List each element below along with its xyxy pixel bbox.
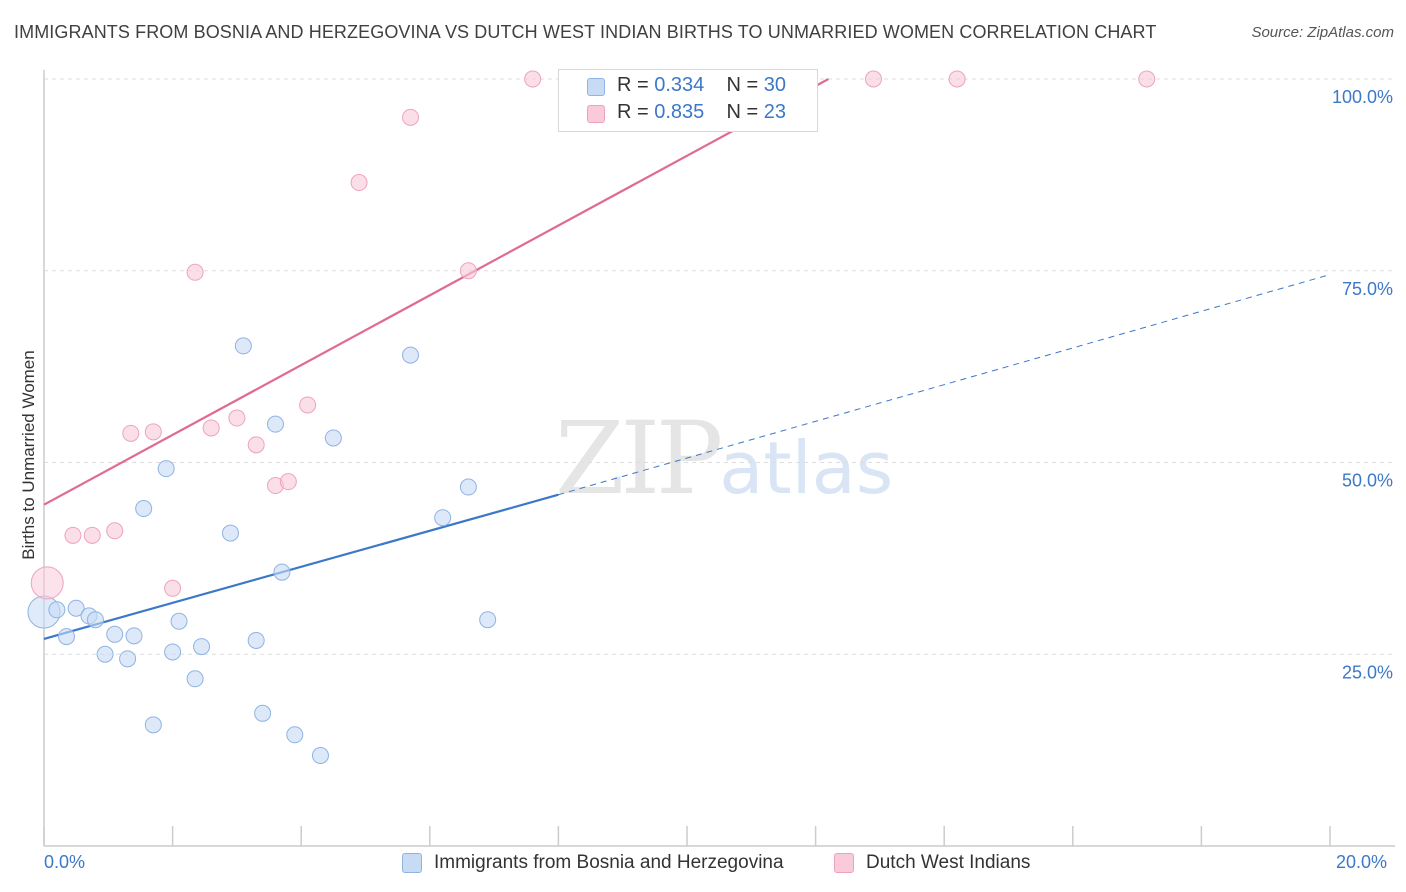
- r-value-dutch: 0.835: [654, 101, 705, 123]
- pink-point: [64, 526, 82, 544]
- r-label: R =: [617, 74, 649, 96]
- blue-point: [125, 627, 143, 645]
- blue-point: [86, 611, 104, 629]
- pink-point: [106, 522, 124, 540]
- blue-point: [273, 563, 291, 581]
- blue-trend-line: [43, 493, 559, 640]
- pink-point: [459, 262, 477, 280]
- pink-point: [1138, 70, 1156, 88]
- pink-point: [83, 526, 101, 544]
- pink-point: [864, 70, 882, 88]
- bottom-legend-swatch-blue: [402, 853, 422, 873]
- watermark-atlas: atlas: [719, 426, 894, 510]
- pink-point: [299, 396, 317, 414]
- correlation-legend: R = 0.334 N = 30 R = 0.835 N = 23: [558, 69, 818, 132]
- blue-point: [254, 704, 272, 722]
- r-label: R =: [617, 101, 649, 123]
- pink-point: [164, 579, 182, 597]
- blue-point: [48, 601, 66, 619]
- blue-point: [221, 524, 239, 542]
- source-credit: Source: ZipAtlas.com: [1251, 24, 1394, 41]
- grid-lines: [44, 78, 1395, 655]
- blue-point: [164, 643, 182, 661]
- blue-point: [434, 509, 452, 527]
- y-tick-labels: 25.0% 50.0% 75.0% 100.0%: [1332, 87, 1393, 682]
- pink-point: [948, 70, 966, 88]
- n-label: N =: [726, 74, 759, 96]
- pink-point: [350, 174, 368, 192]
- pink-trend-line: [43, 78, 829, 506]
- blue-point: [144, 716, 162, 734]
- n-label: N =: [726, 101, 759, 123]
- bottom-legend-label-dutch: Dutch West Indians: [866, 852, 1031, 873]
- pink-point: [402, 108, 420, 126]
- pink-point: [186, 263, 204, 281]
- blue-point: [402, 346, 420, 364]
- pink-point: [30, 566, 64, 600]
- n-value-bosnia: 30: [763, 74, 787, 96]
- pink-point: [228, 409, 246, 427]
- blue-trend-extension: [558, 274, 1331, 496]
- blue-point: [234, 337, 252, 355]
- blue-point: [324, 429, 342, 447]
- y-tick-label: 25.0%: [1342, 662, 1393, 682]
- y-tick-label: 50.0%: [1342, 471, 1393, 491]
- legend-swatch-blue: [587, 78, 605, 96]
- n-value-dutch: 23: [763, 101, 787, 123]
- x-max-label: 20.0%: [1336, 852, 1388, 872]
- blue-point: [459, 478, 477, 496]
- data-points: [27, 70, 1156, 764]
- blue-point: [247, 631, 265, 649]
- blue-point: [58, 628, 76, 646]
- blue-point: [119, 650, 137, 668]
- watermark-zip: ZIP: [555, 400, 723, 517]
- watermark: ZIPatlas: [555, 400, 893, 517]
- legend-swatch-pink: [587, 105, 605, 123]
- blue-point: [96, 645, 114, 663]
- r-value-bosnia: 0.334: [654, 74, 705, 96]
- x-min-label: 0.0%: [44, 852, 86, 872]
- trend-lines: [43, 78, 1331, 640]
- pink-point: [144, 423, 162, 441]
- blue-point: [106, 625, 124, 643]
- blue-point: [157, 460, 175, 478]
- pink-point: [122, 424, 140, 442]
- pink-point: [247, 436, 265, 454]
- blue-point: [170, 612, 188, 630]
- blue-point: [193, 638, 211, 656]
- pink-point: [524, 70, 542, 88]
- y-axis-label: Births to Unmarried Women: [19, 350, 38, 559]
- blue-point: [67, 599, 85, 617]
- blue-point: [311, 746, 329, 764]
- pink-point: [279, 473, 297, 491]
- bottom-legend-label-bosnia: Immigrants from Bosnia and Herzegovina: [434, 852, 784, 873]
- blue-point: [135, 500, 153, 518]
- blue-point: [186, 670, 204, 688]
- chart-title: IMMIGRANTS FROM BOSNIA AND HERZEGOVINA V…: [14, 22, 1157, 42]
- pink-point: [202, 419, 220, 437]
- axes: [43, 70, 1395, 847]
- blue-point: [266, 415, 284, 433]
- bottom-legend-swatch-pink: [834, 853, 854, 873]
- blue-point: [286, 726, 304, 744]
- y-tick-label: 100.0%: [1332, 87, 1393, 107]
- blue-point: [479, 611, 497, 629]
- y-tick-label: 75.0%: [1342, 279, 1393, 299]
